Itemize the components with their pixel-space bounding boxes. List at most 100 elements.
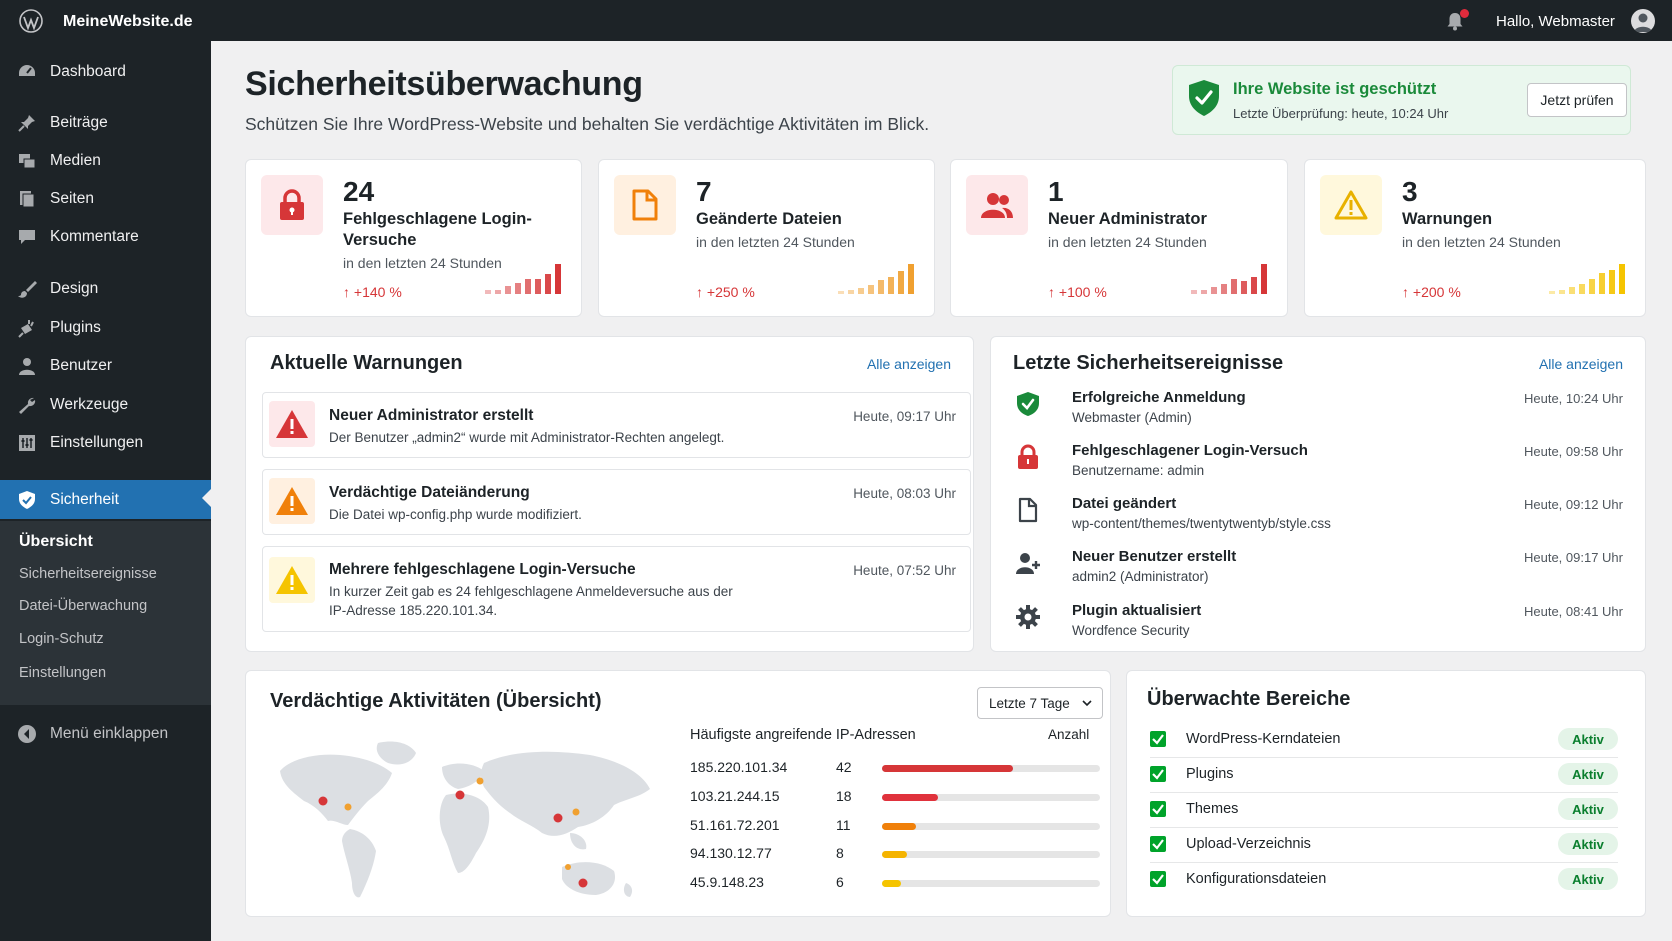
- user-greeting[interactable]: Hallo, Webmaster: [1496, 13, 1615, 30]
- ip-bar-fill: [882, 880, 901, 887]
- monitored-row[interactable]: WordPress-Kerndateien Aktiv: [1150, 723, 1618, 758]
- warning-item[interactable]: Verdächtige Dateiänderung Die Datei wp-c…: [262, 469, 971, 535]
- monitored-label: Themes: [1186, 801, 1239, 817]
- stat-trend: ↑ +200 %: [1402, 284, 1461, 300]
- sparkline-bar: [858, 288, 864, 294]
- sidebar-item-label: Plugins: [50, 319, 101, 336]
- warning-item[interactable]: Neuer Administrator erstellt Der Benutze…: [262, 392, 971, 458]
- stat-sparkline: [838, 264, 914, 294]
- monitored-row[interactable]: Konfigurationsdateien Aktiv: [1150, 863, 1618, 898]
- checkbox-checked[interactable]: [1150, 836, 1166, 852]
- ip-row[interactable]: 51.161.72.201 11: [690, 817, 1100, 837]
- event-row[interactable]: Erfolgreiche Anmeldung Webmaster (Admin)…: [991, 387, 1645, 439]
- submenu-item-uebersicht[interactable]: Übersicht: [19, 533, 93, 550]
- event-row[interactable]: Plugin aktualisiert Wordfence Security H…: [991, 600, 1645, 652]
- checkbox-checked[interactable]: [1150, 801, 1166, 817]
- bell-icon[interactable]: [1444, 10, 1466, 32]
- stat-card-new-admin[interactable]: 1 Neuer Administrator in den letzten 24 …: [950, 159, 1288, 317]
- monitored-label: Plugins: [1186, 766, 1234, 782]
- sidebar-item-medien[interactable]: Medien: [0, 143, 211, 179]
- sparkline-bar: [1579, 284, 1585, 294]
- brush-icon: [18, 281, 37, 298]
- submenu-item-sicherheitsereignisse[interactable]: Sicherheitsereignisse: [19, 566, 157, 582]
- current-warnings-panel: Aktuelle Warnungen Alle anzeigen Neuer A…: [245, 336, 974, 652]
- range-select[interactable]: Letzte 7 Tage: [977, 687, 1103, 719]
- monitored-row[interactable]: Plugins Aktiv: [1150, 758, 1618, 793]
- monitored-row[interactable]: Upload-Verzeichnis Aktiv: [1150, 828, 1618, 863]
- ip-bar-track: [882, 765, 1100, 772]
- world-map: [280, 741, 650, 898]
- sidebar-item-werkzeuge[interactable]: Werkzeuge: [0, 387, 211, 423]
- avatar[interactable]: [1631, 9, 1655, 33]
- event-title: Datei geändert: [1072, 495, 1177, 512]
- warning-icon-box: [269, 478, 315, 524]
- dashboard-icon: [19, 65, 35, 76]
- avatar-user-icon: [1634, 13, 1652, 32]
- checkbox-checked[interactable]: [1150, 871, 1166, 887]
- status-badge: Aktiv: [1558, 798, 1618, 820]
- submenu-item-login-schutz[interactable]: Login-Schutz: [19, 631, 104, 647]
- checkbox-checked[interactable]: [1150, 766, 1166, 782]
- warning-time: Heute, 07:52 Uhr: [853, 563, 956, 578]
- sidebar-item-kommentare[interactable]: Kommentare: [0, 219, 211, 255]
- stat-sparkline: [1549, 264, 1625, 294]
- sparkline-bar: [1191, 290, 1197, 294]
- warning-desc: Die Datei wp-config.php wurde modifizier…: [329, 507, 582, 522]
- media-icon: [19, 154, 36, 169]
- ip-bar-fill: [882, 823, 917, 830]
- submenu-item-einstellungen[interactable]: Einstellungen: [19, 665, 107, 681]
- sidebar-item-label: Sicherheit: [50, 490, 119, 508]
- shield-icon: [19, 490, 35, 509]
- events-show-all-link[interactable]: Alle anzeigen: [1538, 356, 1623, 372]
- ip-count: 8: [836, 845, 844, 861]
- sparkline-bar: [515, 283, 521, 294]
- range-select-value: Letzte 7 Tage: [989, 695, 1070, 711]
- event-desc: Wordfence Security: [1072, 623, 1190, 638]
- sidebar-item-einstellungen[interactable]: Einstellungen: [0, 425, 211, 461]
- security-submenu: Übersicht Sicherheitsereignisse Datei-Üb…: [0, 521, 211, 705]
- checkbox-checked[interactable]: [1150, 731, 1166, 747]
- event-time: Heute, 09:17 Uhr: [1523, 550, 1623, 565]
- event-time: Heute, 10:24 Uhr: [1523, 391, 1623, 406]
- ip-count: 11: [836, 817, 851, 833]
- ip-row[interactable]: 103.21.244.15 18: [690, 788, 1100, 808]
- sidebar-item-design[interactable]: Design: [0, 271, 211, 307]
- alert-triangle-icon: [276, 410, 308, 438]
- user-add-icon: [1016, 553, 1040, 574]
- warning-title: Verdächtige Dateiänderung: [329, 484, 530, 501]
- submenu-item-datei-ueberwachung[interactable]: Datei-Überwachung: [19, 598, 148, 614]
- protection-status-box: Ihre Website ist geschützt Letzte Überpr…: [1172, 65, 1631, 135]
- notification-dot: [1460, 9, 1469, 18]
- wordpress-logo-icon[interactable]: [19, 9, 43, 33]
- warnings-show-all-link[interactable]: Alle anzeigen: [866, 356, 951, 372]
- sidebar-item-label: Werkzeuge: [50, 396, 129, 413]
- sidebar-item-dashboard[interactable]: Dashboard: [0, 54, 211, 90]
- sidebar-item-beitraege[interactable]: Beiträge: [0, 105, 211, 141]
- site-name-link[interactable]: MeineWebsite.de: [63, 13, 193, 30]
- ip-row[interactable]: 94.130.12.77 8: [690, 845, 1100, 865]
- event-row[interactable]: Fehlgeschlagener Login-Versuch Benutzern…: [991, 440, 1645, 492]
- sidebar-item-seiten[interactable]: Seiten: [0, 181, 211, 217]
- stat-card-warnings[interactable]: 3 Warnungen in den letzten 24 Stunden ↑ …: [1304, 159, 1646, 317]
- ip-row[interactable]: 185.220.101.34 42: [690, 759, 1100, 779]
- check-now-button[interactable]: Jetzt prüfen: [1527, 83, 1627, 117]
- ip-address: 51.161.72.201: [690, 817, 780, 833]
- stat-period: in den letzten 24 Stunden: [1048, 234, 1207, 250]
- stat-trend: ↑ +250 %: [696, 284, 755, 300]
- warning-time: Heute, 09:17 Uhr: [853, 409, 956, 424]
- event-row[interactable]: Neuer Benutzer erstellt admin2 (Administ…: [991, 546, 1645, 598]
- sidebar-item-plugins[interactable]: Plugins: [0, 310, 211, 346]
- stat-card-changed-files[interactable]: 7 Geänderte Dateien in den letzten 24 St…: [598, 159, 935, 317]
- alert-triangle-icon: [276, 487, 308, 515]
- ip-row[interactable]: 45.9.148.23 6: [690, 874, 1100, 894]
- sparkline-bar: [1231, 279, 1237, 294]
- event-title: Neuer Benutzer erstellt: [1072, 548, 1237, 565]
- sidebar-item-sicherheit[interactable]: Sicherheit: [0, 480, 211, 519]
- sidebar-item-benutzer[interactable]: Benutzer: [0, 348, 211, 384]
- warning-item[interactable]: Mehrere fehlgeschlagene Login-Versuche I…: [262, 546, 971, 632]
- collapse-menu-button[interactable]: Menü einklappen: [0, 716, 211, 752]
- stat-card-failed-logins[interactable]: 24 Fehlgeschlagene Login-Versuche in den…: [245, 159, 582, 317]
- monitored-row[interactable]: Themes Aktiv: [1150, 793, 1618, 828]
- sidebar-item-label: Design: [50, 280, 99, 297]
- event-row[interactable]: Datei geändert wp-content/themes/twentyt…: [991, 493, 1645, 545]
